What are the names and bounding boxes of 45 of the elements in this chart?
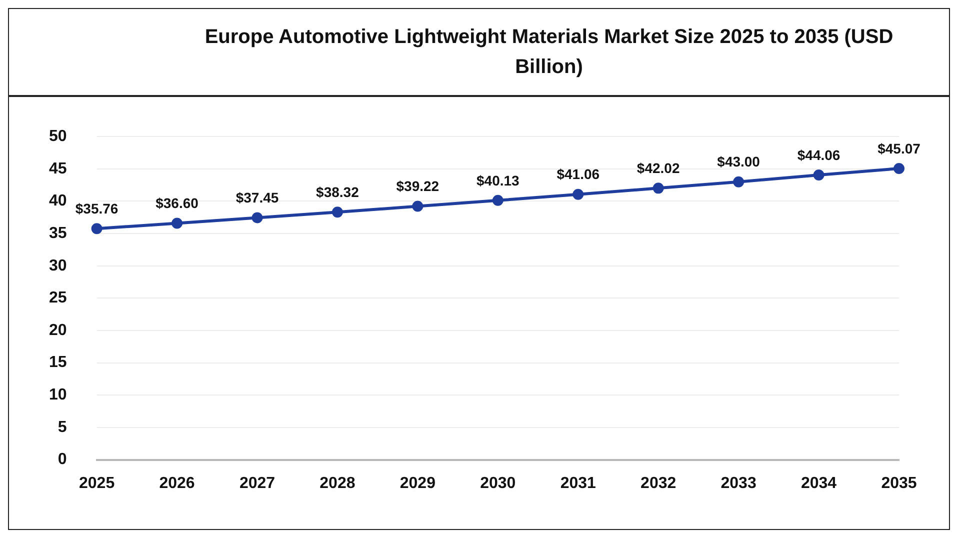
point (492, 194, 504, 206)
y-tick-label: 0 (58, 451, 67, 468)
point (252, 212, 263, 224)
data-label: $43.00 (717, 154, 760, 170)
data-label: $41.06 (556, 166, 600, 182)
x-tick-label: 2032 (640, 474, 676, 492)
point (733, 176, 744, 188)
data-label: $37.45 (236, 190, 279, 206)
y-tick-label: 15 (49, 354, 67, 372)
y-tick-label: 20 (49, 322, 67, 339)
point (172, 218, 183, 229)
x-tick-label: 2029 (400, 474, 436, 492)
x-tick-label: 2027 (239, 474, 276, 492)
x-tick-label: 2031 (560, 474, 596, 492)
point (572, 188, 584, 200)
y-tick-label: 30 (49, 257, 67, 274)
data-label: $39.22 (396, 178, 440, 194)
data-label: $38.32 (316, 184, 360, 200)
x-tick-label: 2035 (881, 474, 917, 492)
point (894, 162, 904, 174)
point (91, 223, 102, 234)
y-tick-label: 35 (49, 224, 67, 242)
point (412, 200, 424, 212)
data-label: $44.06 (797, 146, 840, 163)
y-tick-label: 25 (49, 290, 67, 307)
data-label: $35.76 (75, 200, 118, 217)
data-label: $42.02 (636, 160, 680, 176)
chart-title: Europe Automotive Lightweight Materials Market Size 2025 to 2035 (USD Billion) (204, 25, 894, 80)
y-tick-label: 5 (58, 418, 67, 436)
x-tick-label: 2026 (159, 474, 195, 492)
y-tick-label: 50 (49, 128, 67, 146)
x-tick-label: 2025 (79, 474, 115, 492)
data-label: $40.13 (476, 172, 520, 188)
x-tick-label: 2033 (720, 474, 756, 492)
y-tick-label: 10 (49, 386, 67, 404)
y-tick-label: 40 (49, 192, 67, 210)
data-label: $36.60 (156, 195, 199, 212)
point (332, 206, 343, 218)
point (813, 169, 824, 180)
y-tick-label: 45 (49, 160, 67, 178)
data-label: $45.07 (878, 140, 921, 156)
point (652, 182, 664, 194)
x-tick-label: 2030 (480, 474, 516, 492)
x-tick-label: 2034 (800, 474, 837, 492)
x-tick-label: 2028 (320, 474, 356, 492)
